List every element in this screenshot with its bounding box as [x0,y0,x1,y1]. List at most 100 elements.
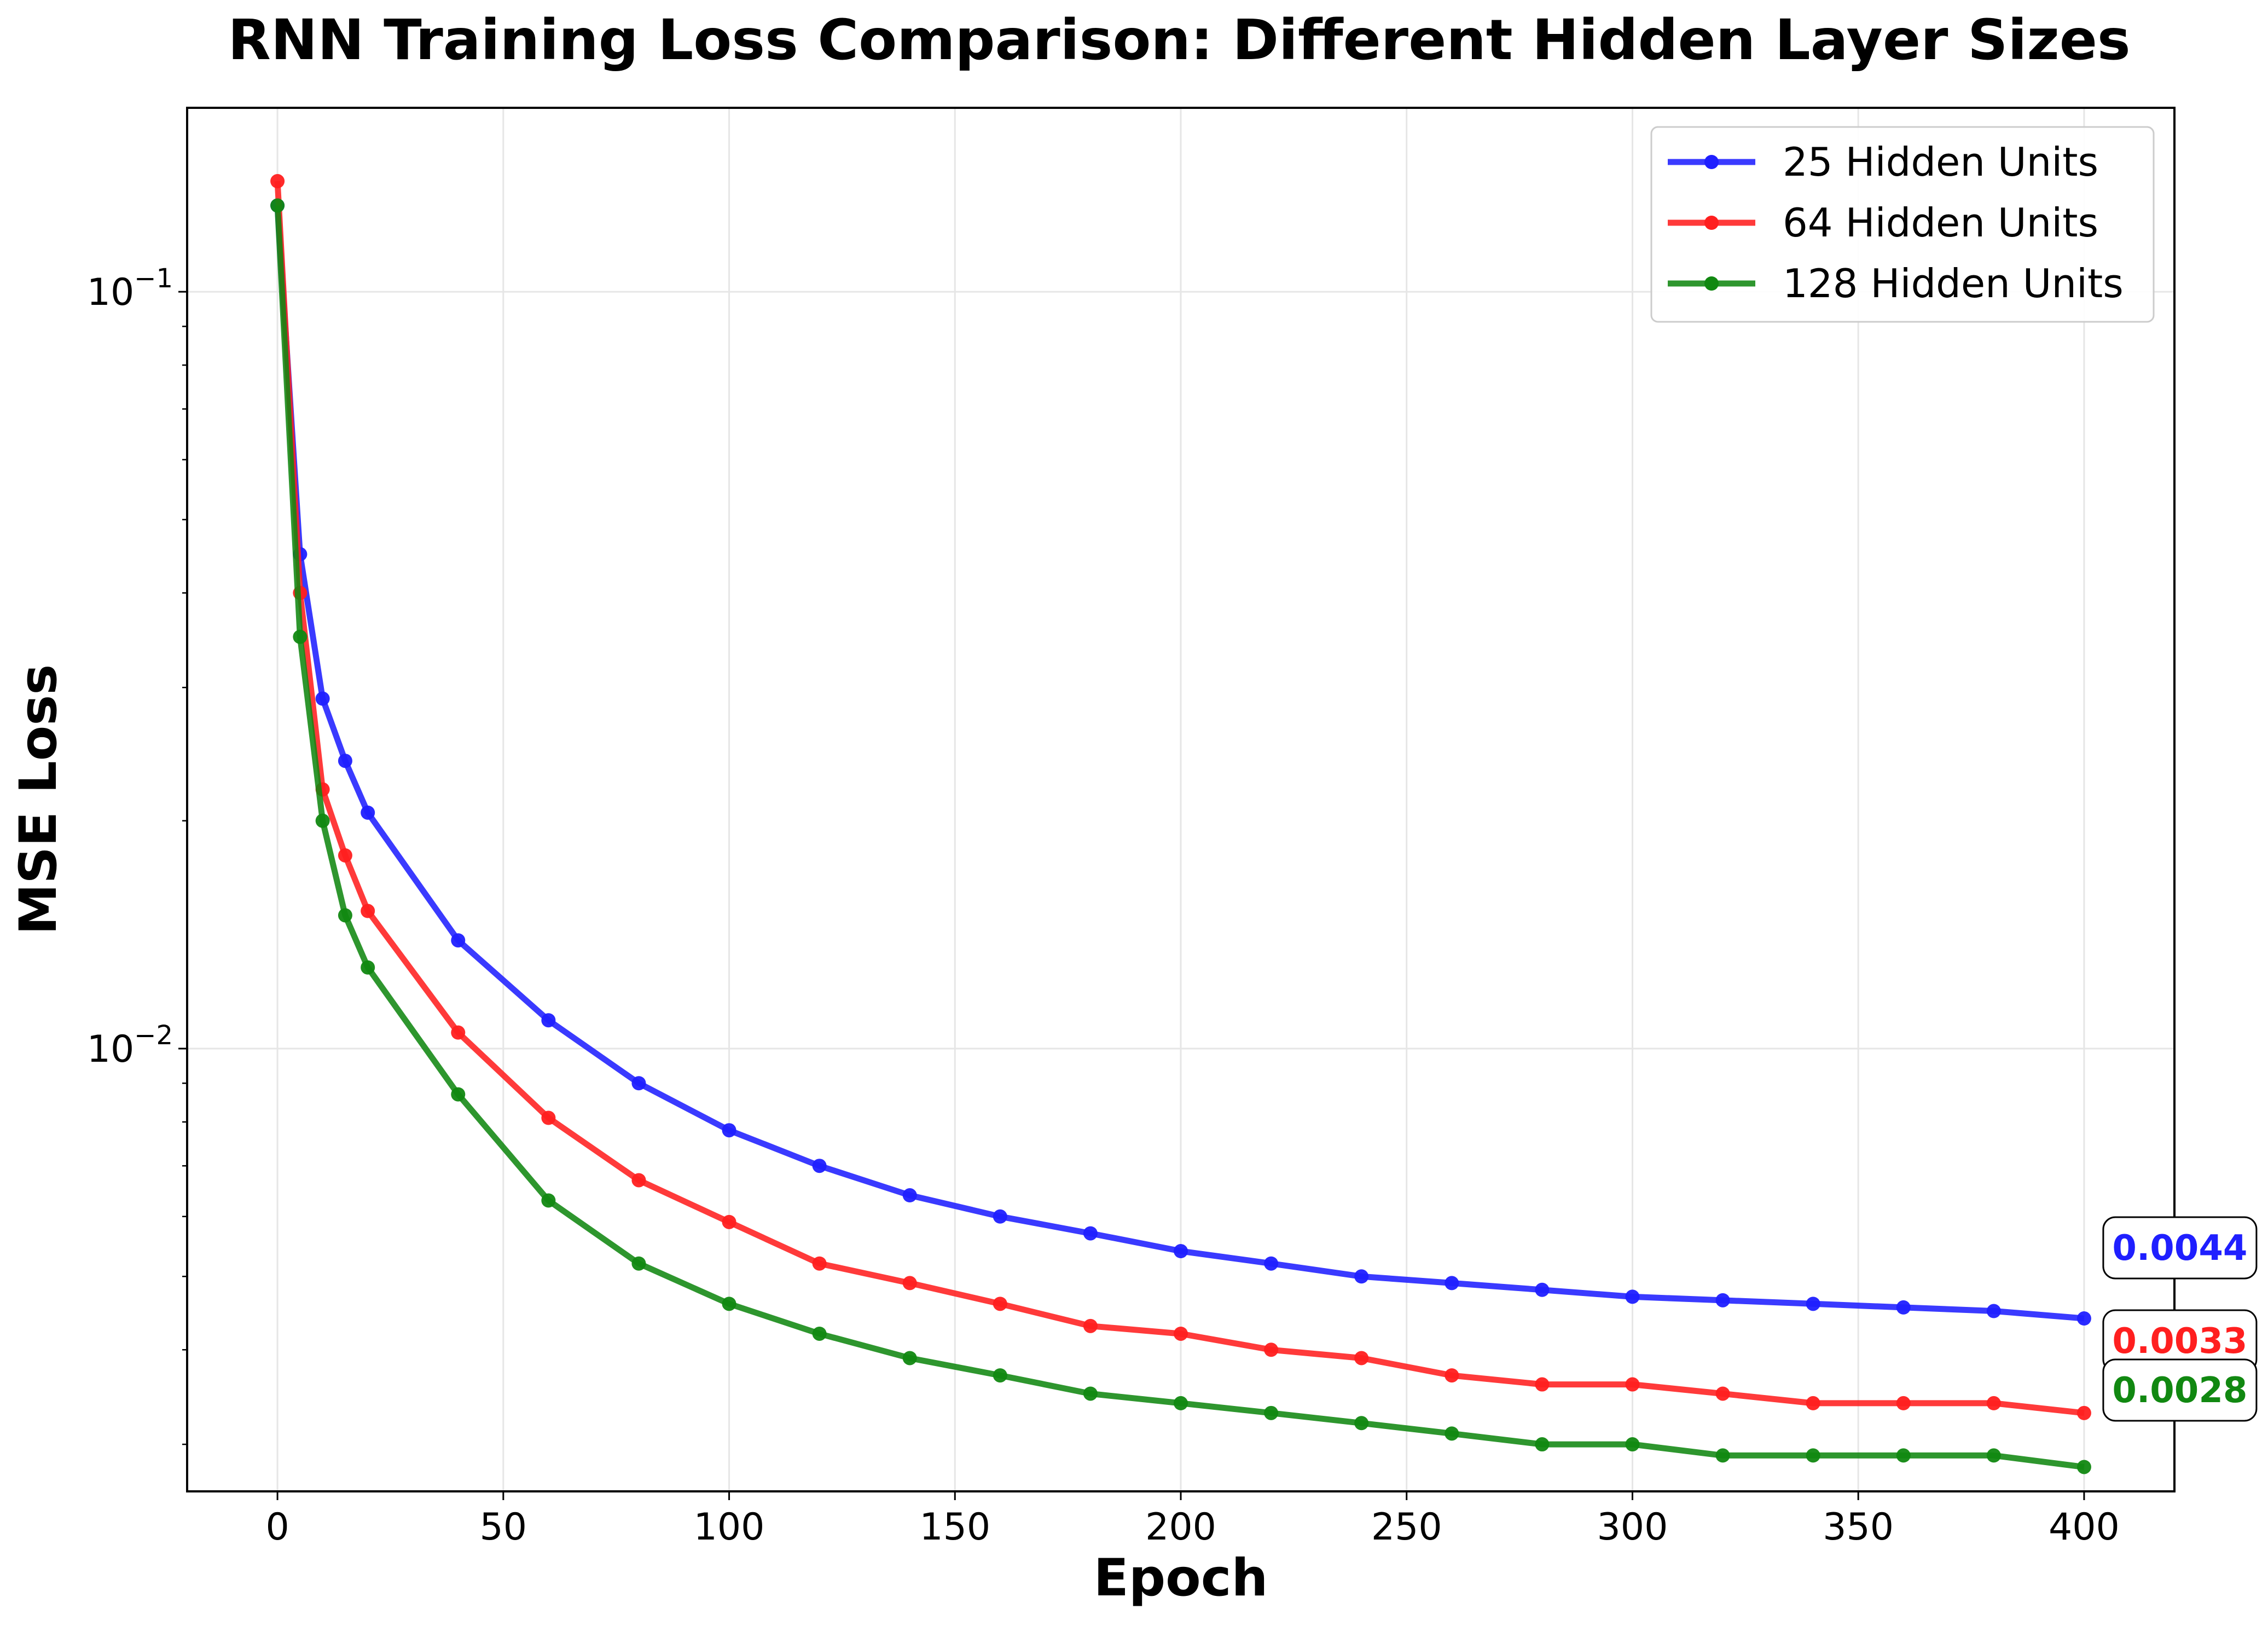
data-point [270,174,285,189]
y-axis-label: MSE Loss [9,664,68,935]
y-tick-label: 10−2 [87,1020,173,1071]
x-tick-label: 150 [919,1506,990,1549]
series-line [274,181,2085,1416]
data-point [1083,1226,1098,1241]
x-axis: 0 50 100 150 200 250 300 350 400 [265,1491,2120,1549]
data-point [338,848,352,863]
data-point [1264,1343,1279,1357]
data-point [1535,1377,1550,1392]
legend-swatch-marker [1704,276,1719,291]
data-point [1625,1437,1640,1452]
series-2 [270,198,2091,1474]
data-point [541,1013,556,1028]
data-point [993,1297,1007,1311]
data-point [1174,1326,1188,1341]
data-point [1896,1300,1911,1315]
series-1 [270,174,2091,1420]
data-point [541,1193,556,1208]
x-tick-label: 350 [1823,1506,1894,1549]
data-point [1806,1297,1820,1311]
data-point [1264,1405,1279,1420]
legend-box [1650,126,2155,323]
data-point [338,754,352,768]
series-line [274,205,2085,1322]
data-point [1715,1448,1730,1463]
data-point [1083,1386,1098,1401]
data-point [722,1297,736,1311]
x-tick-label: 200 [1145,1506,1216,1549]
data-point [361,805,375,820]
x-axis-label: Epoch [1094,1548,1268,1608]
data-point [722,1214,736,1229]
x-tick-label: 400 [2049,1506,2120,1549]
data-point [315,813,330,828]
end-value-label: 0.0028 [2112,1370,2247,1411]
x-tick-label: 250 [1371,1506,1442,1549]
data-point [1083,1318,1098,1333]
series-0 [270,198,2091,1326]
data-point [270,198,285,213]
data-point [902,1276,917,1291]
x-tick-label: 300 [1597,1506,1668,1549]
data-point [722,1123,736,1138]
data-point [451,933,466,948]
data-point [338,908,352,923]
data-point [1625,1377,1640,1392]
data-point [451,1025,466,1040]
data-point [993,1368,1007,1383]
end-value-label: 0.0044 [2112,1228,2247,1269]
data-point [1625,1289,1640,1304]
data-point [451,1087,466,1102]
end-value-box [2102,1216,2258,1280]
data-point [812,1256,827,1271]
data-point [902,1188,917,1203]
data-point [1174,1244,1188,1259]
data-point [1354,1351,1369,1365]
data-point [993,1209,1007,1224]
data-point [1806,1396,1820,1410]
data-point [812,1326,827,1341]
x-tick-label: 50 [480,1506,527,1549]
end-labels: 0.0044 0.0033 0.0028 [2102,1216,2258,1422]
legend-entry: 25 Hidden Units [1783,139,2098,185]
data-point [2076,1460,2091,1474]
data-point [1715,1293,1730,1307]
data-point [361,904,375,918]
data-point [1445,1368,1459,1383]
end-value-box [2102,1358,2258,1422]
data-point [361,960,375,975]
data-point [1986,1448,2001,1463]
data-point [1535,1282,1550,1297]
data-point [1354,1269,1369,1284]
series-layer [270,174,2091,1474]
x-tick-label: 100 [694,1506,765,1549]
data-point [631,1173,646,1188]
data-point [1715,1386,1730,1401]
data-point [2076,1405,2091,1420]
data-point [1986,1304,2001,1318]
data-point [541,1110,556,1125]
data-point [1354,1416,1369,1431]
data-point [1174,1396,1188,1410]
y-tick-base: 10 [87,271,135,314]
data-point [902,1351,917,1365]
legend-swatch-marker [1704,155,1719,169]
data-point [1535,1437,1550,1452]
data-point [293,629,308,644]
data-point [631,1076,646,1091]
y-axis: 10−1 10−2 [87,263,187,1445]
y-tick-exponent: −1 [134,263,173,294]
x-tick-label: 0 [265,1506,289,1549]
data-point [315,691,330,706]
data-point [1806,1448,1820,1463]
end-value-label: 0.0033 [2112,1321,2247,1362]
legend-swatch-marker [1704,216,1719,230]
data-point [1896,1448,1911,1463]
data-point [631,1256,646,1271]
data-point [1896,1396,1911,1410]
data-point [1445,1426,1459,1441]
legend-entry: 128 Hidden Units [1783,261,2124,306]
series-line [274,205,2085,1470]
legend: 25 Hidden Units 64 Hidden Units 128 Hidden… [1650,126,2155,323]
